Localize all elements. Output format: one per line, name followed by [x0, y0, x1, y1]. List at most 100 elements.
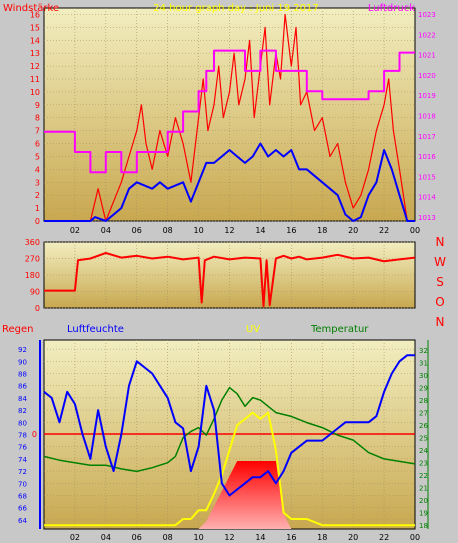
temperature-tick-label: 20 — [419, 497, 428, 505]
humidity-tick-label: 68 — [18, 492, 27, 500]
temperature-tick-label: 29 — [419, 385, 428, 393]
x-tick-label: 04 — [101, 226, 111, 235]
x-tick-label: 14 — [255, 533, 265, 542]
wind-tick-label: 4 — [35, 165, 40, 174]
humidity-tick-label: 90 — [18, 358, 27, 366]
temperature-tick-label: 26 — [419, 422, 428, 430]
wind-tick-label: 14 — [30, 36, 40, 45]
x-tick-label: 04 — [101, 533, 111, 542]
uv-line — [44, 411, 415, 527]
temperature-tick-label: 30 — [419, 372, 428, 380]
wind-tick-label: 10 — [30, 88, 40, 97]
x-tick-label: 20 — [348, 226, 358, 235]
temperature-tick-label: 27 — [419, 410, 428, 418]
wind-tick-label: 1 — [35, 204, 40, 213]
x-tick-label: 16 — [286, 226, 296, 235]
humidity-tick-label: 66 — [18, 505, 27, 513]
temperature-tick-label: 25 — [419, 435, 428, 443]
compass-label: W — [434, 255, 446, 269]
wind-tick-label: 9 — [35, 101, 40, 110]
pressure-line — [44, 49, 415, 174]
humidity-tick-label: 76 — [18, 444, 27, 452]
x-tick-label: 12 — [224, 533, 234, 542]
pressure-tick-label: 1020 — [418, 72, 436, 80]
direction-tick-label: 90 — [30, 288, 40, 297]
wind-tick-label: 12 — [30, 62, 40, 71]
humidity-tick-label: 78 — [18, 432, 27, 440]
pressure-tick-label: 1022 — [418, 31, 436, 39]
humidity-tick-label: 86 — [18, 383, 27, 391]
temperature-tick-label: 24 — [419, 447, 428, 455]
compass-label: N — [436, 235, 445, 249]
wind-tick-label: 6 — [35, 140, 40, 149]
pressure-tick-label: 1014 — [418, 194, 436, 202]
humidity-tick-label: 88 — [18, 371, 27, 379]
rain-tick-label: 0 — [32, 430, 37, 439]
direction-tick-label: 180 — [25, 271, 40, 280]
humidity-label: Luftfeuchte — [67, 324, 124, 335]
x-tick-label: 16 — [286, 533, 296, 542]
pressure-tick-label: 1021 — [418, 52, 436, 60]
x-tick-label: 02 — [70, 533, 80, 542]
x-tick-label: 14 — [255, 226, 265, 235]
x-tick-label: 08 — [163, 533, 173, 542]
compass-label: N — [436, 315, 445, 329]
pressure-tick-label: 1017 — [418, 133, 436, 141]
x-tick-label: 10 — [193, 533, 203, 542]
wind-tick-label: 11 — [30, 75, 40, 84]
temperature-line — [43, 386, 416, 473]
rain-label: Regen — [2, 324, 34, 335]
humidity-tick-label: 92 — [18, 346, 27, 354]
wind-tick-label: 5 — [35, 152, 40, 161]
pressure-tick-label: 1023 — [418, 11, 436, 19]
x-tick-label: 02 — [70, 226, 80, 235]
wind-mean-line — [44, 142, 415, 222]
pressure-tick-label: 1019 — [418, 92, 436, 100]
temperature-tick-label: 19 — [419, 510, 428, 518]
humidity-tick-label: 74 — [18, 456, 27, 464]
pressure-tick-label: 1016 — [418, 153, 436, 161]
chart-title: 24 hour graph day : Juni 19 2017 — [153, 3, 319, 14]
wind-tick-label: 16 — [30, 10, 40, 19]
uv-label: UV — [246, 324, 260, 335]
compass-label: O — [435, 295, 444, 309]
wind-tick-label: 13 — [30, 49, 40, 58]
compass-label: S — [436, 275, 444, 289]
wind-gust-line — [44, 13, 415, 222]
humidity-tick-label: 64 — [18, 517, 27, 525]
x-tick-label: 18 — [317, 533, 327, 542]
humidity-line — [43, 354, 415, 497]
direction-tick-label: 270 — [25, 255, 40, 264]
temperature-tick-label: 18 — [419, 522, 428, 530]
pressure-tick-label: 1018 — [418, 113, 436, 121]
temperature-tick-label: 32 — [419, 347, 428, 355]
wind-tick-label: 0 — [35, 217, 40, 226]
humidity-tick-label: 84 — [18, 395, 27, 403]
x-tick-label: 06 — [132, 226, 142, 235]
x-tick-label: 00 — [410, 226, 420, 235]
x-tick-label: 08 — [163, 226, 173, 235]
wind-tick-label: 3 — [35, 178, 40, 187]
wind-tick-label: 2 — [35, 191, 40, 200]
direction-tick-label: 0 — [35, 304, 40, 313]
temperature-tick-label: 22 — [419, 472, 428, 480]
temperature-tick-label: 31 — [419, 360, 428, 368]
x-tick-label: 10 — [193, 226, 203, 235]
temperature-tick-label: 28 — [419, 397, 428, 405]
wind-tick-label: 8 — [35, 114, 40, 123]
wind-tick-label: 15 — [30, 23, 40, 32]
x-tick-label: 18 — [317, 226, 327, 235]
x-tick-label: 20 — [348, 533, 358, 542]
humidity-tick-label: 70 — [18, 480, 27, 488]
wind-direction-line — [44, 252, 416, 308]
pressure-tick-label: 1015 — [418, 173, 436, 181]
pressure-tick-label: 1013 — [418, 214, 436, 222]
x-tick-label: 00 — [410, 533, 420, 542]
x-tick-label: 22 — [379, 533, 389, 542]
direction-tick-label: 360 — [25, 238, 40, 247]
x-tick-label: 22 — [379, 226, 389, 235]
humidity-tick-label: 72 — [18, 468, 27, 476]
x-tick-label: 12 — [224, 226, 234, 235]
x-tick-label: 06 — [132, 533, 142, 542]
